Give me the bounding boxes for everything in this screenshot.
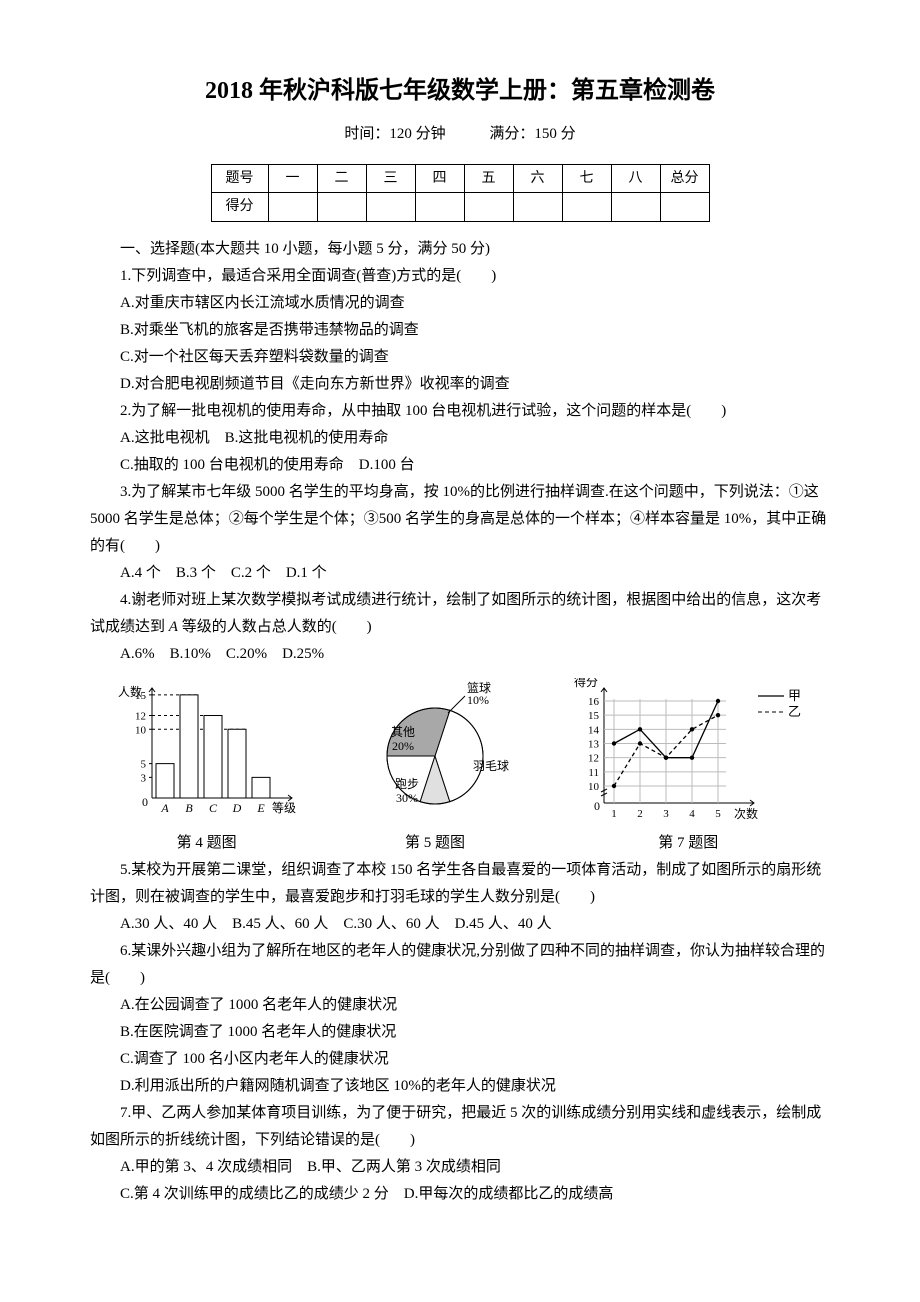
fig7-caption: 第 7 题图 xyxy=(568,830,808,857)
pie-chart: 其他20%篮球10%羽毛球跑步30% xyxy=(345,678,525,828)
q1-b: B.对乘坐飞机的旅客是否携带违禁物品的调查 xyxy=(90,317,830,344)
svg-text:1: 1 xyxy=(612,808,618,820)
q1-c: C.对一个社区每天丢弃塑料袋数量的调查 xyxy=(90,344,830,371)
cell xyxy=(366,193,415,221)
legend-yi: 乙 xyxy=(788,704,801,719)
svg-text:12: 12 xyxy=(588,752,599,764)
svg-text:跑步: 跑步 xyxy=(395,777,419,791)
cell: 一 xyxy=(268,165,317,193)
score-row-empty: 得分 xyxy=(211,193,709,221)
svg-text:E: E xyxy=(256,801,265,815)
cell: 二 xyxy=(317,165,366,193)
svg-text:12: 12 xyxy=(135,710,146,722)
q2-stem: 2.为了解一批电视机的使用寿命，从中抽取 100 台电视机进行试验，这个问题的样… xyxy=(90,398,830,425)
fig4-caption: 第 4 题图 xyxy=(112,830,302,857)
cell: 八 xyxy=(611,165,660,193)
q3-opts: A.4 个 B.3 个 C.2 个 D.1 个 xyxy=(90,560,830,587)
svg-text:5: 5 xyxy=(716,808,722,820)
svg-text:11: 11 xyxy=(589,766,600,778)
q6-c: C.调查了 100 名小区内老年人的健康状况 xyxy=(90,1046,830,1073)
line-chart: 得分 次数 1011121314151612345 0 甲 乙 xyxy=(568,678,808,828)
cell xyxy=(268,193,317,221)
cell: 六 xyxy=(513,165,562,193)
q2-stem-text: 2.为了解一批电视机的使用寿命，从中抽取 100 台电视机进行试验，这个问题的样… xyxy=(120,403,726,419)
svg-text:D: D xyxy=(231,801,241,815)
svg-text:羽毛球: 羽毛球 xyxy=(473,759,509,773)
svg-text:其他: 其他 xyxy=(391,725,415,739)
q7-line1: A.甲的第 3、4 次成绩相同 B.甲、乙两人第 3 次成绩相同 xyxy=(90,1154,830,1181)
svg-text:C: C xyxy=(209,801,218,815)
fullmark-text: 满分：150 分 xyxy=(489,121,575,148)
q6-a: A.在公园调查了 1000 名老年人的健康状况 xyxy=(90,992,830,1019)
svg-text:B: B xyxy=(185,801,193,815)
cell: 得分 xyxy=(211,193,268,221)
svg-text:15: 15 xyxy=(135,689,147,701)
cell xyxy=(513,193,562,221)
q4-italic-a: A xyxy=(169,619,178,635)
section1-title: 一、选择题(本大题共 10 小题，每小题 5 分，满分 50 分) xyxy=(90,236,830,263)
subtitle-row: 时间：120 分钟 满分：150 分 xyxy=(90,121,830,148)
svg-text:2: 2 xyxy=(638,808,644,820)
cell xyxy=(611,193,660,221)
q6-b: B.在医院调查了 1000 名老年人的健康状况 xyxy=(90,1019,830,1046)
q1-a: A.对重庆市辖区内长江流域水质情况的调查 xyxy=(90,290,830,317)
svg-text:16: 16 xyxy=(588,696,600,708)
q1-stem: 1.下列调查中，最适合采用全面调查(普查)方式的是( ) xyxy=(90,263,830,290)
svg-text:30%: 30% xyxy=(396,791,418,805)
q6-stem: 6.某课外兴趣小组为了解所在地区的老年人的健康状况,分别做了四种不同的抽样调查，… xyxy=(90,938,830,992)
svg-text:4: 4 xyxy=(690,808,696,820)
svg-text:3: 3 xyxy=(664,808,670,820)
q6-d: D.利用派出所的户籍网随机调查了该地区 10%的老年人的健康状况 xyxy=(90,1073,830,1100)
svg-text:20%: 20% xyxy=(392,739,414,753)
svg-text:15: 15 xyxy=(588,710,600,722)
fig5: 其他20%篮球10%羽毛球跑步30% 第 5 题图 xyxy=(345,678,525,857)
cell: 七 xyxy=(562,165,611,193)
svg-text:14: 14 xyxy=(588,724,600,736)
q4-stem: 4.谢老师对班上某次数学模拟考试成绩进行统计，绘制了如图所示的统计图，根据图中给… xyxy=(90,587,830,641)
cell: 总分 xyxy=(660,165,709,193)
cell xyxy=(660,193,709,221)
line-ylabel: 得分 xyxy=(574,678,598,689)
q5-opts: A.30 人、40 人 B.45 人、60 人 C.30 人、60 人 D.45… xyxy=(90,911,830,938)
figure-row: 人数 等级 15121053 ABCDE 0 第 4 题图 其他20%篮球10%… xyxy=(90,678,830,857)
svg-text:10: 10 xyxy=(135,724,147,736)
svg-text:0: 0 xyxy=(594,799,600,813)
score-row-header: 题号 一 二 三 四 五 六 七 八 总分 xyxy=(211,165,709,193)
cell xyxy=(415,193,464,221)
cell: 五 xyxy=(464,165,513,193)
q2-line1: A.这批电视机 B.这批电视机的使用寿命 xyxy=(90,425,830,452)
fig4: 人数 等级 15121053 ABCDE 0 第 4 题图 xyxy=(112,678,302,857)
cell: 三 xyxy=(366,165,415,193)
score-table: 题号 一 二 三 四 五 六 七 八 总分 得分 xyxy=(211,164,710,221)
legend-jia: 甲 xyxy=(788,688,801,703)
bar-xlabel: 等级 xyxy=(272,801,296,815)
svg-text:10: 10 xyxy=(588,781,600,793)
q5-stem: 5.某校为开展第二课堂，组织调查了本校 150 名学生各自最喜爱的一项体育活动，… xyxy=(90,857,830,911)
q4-opts: A.6% B.10% C.20% D.25% xyxy=(90,641,830,668)
bar-chart: 人数 等级 15121053 ABCDE 0 xyxy=(112,678,302,828)
cell: 四 xyxy=(415,165,464,193)
svg-text:3: 3 xyxy=(140,772,146,784)
time-text: 时间：120 分钟 xyxy=(344,121,445,148)
cell: 题号 xyxy=(211,165,268,193)
fig5-caption: 第 5 题图 xyxy=(345,830,525,857)
q1-d: D.对合肥电视剧频道节目《走向东方新世界》收视率的调查 xyxy=(90,371,830,398)
cell xyxy=(317,193,366,221)
cell xyxy=(464,193,513,221)
svg-text:A: A xyxy=(160,801,169,815)
svg-text:13: 13 xyxy=(588,738,600,750)
q3-stem: 3.为了解某市七年级 5000 名学生的平均身高，按 10%的比例进行抽样调查.… xyxy=(90,479,830,560)
q2-line2: C.抽取的 100 台电视机的使用寿命 D.100 台 xyxy=(90,452,830,479)
svg-text:10%: 10% xyxy=(467,693,489,707)
svg-text:5: 5 xyxy=(140,758,146,770)
q7-stem: 7.甲、乙两人参加某体育项目训练，为了便于研究，把最近 5 次的训练成绩分别用实… xyxy=(90,1100,830,1154)
page-title: 2018 年秋沪科版七年级数学上册：第五章检测卷 xyxy=(90,70,830,113)
q4-stem-b: 等级的人数占总人数的( ) xyxy=(178,619,372,635)
fig7: 得分 次数 1011121314151612345 0 甲 乙 第 7 题图 xyxy=(568,678,808,857)
cell xyxy=(562,193,611,221)
line-xlabel: 次数 xyxy=(734,806,758,821)
svg-text:0: 0 xyxy=(142,795,148,809)
q7-line2: C.第 4 次训练甲的成绩比乙的成绩少 2 分 D.甲每次的成绩都比乙的成绩高 xyxy=(90,1181,830,1208)
